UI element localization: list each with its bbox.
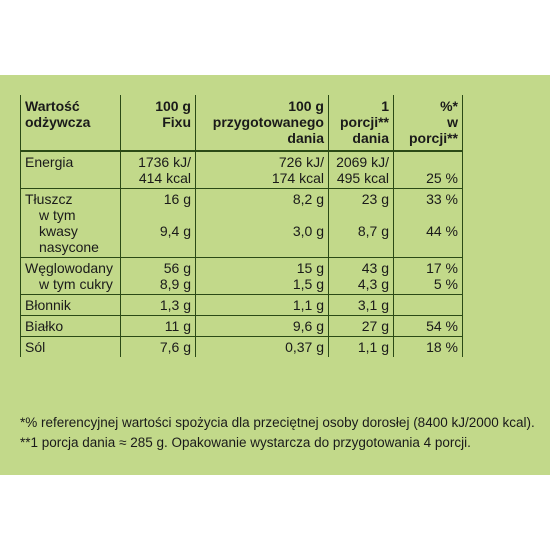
table-row-fibre: Błonnik 1,3 g 1,1 g 3,1 g <box>20 294 463 316</box>
table-row-salt: Sól 7,6 g 0,37 g 1,1 g 18 % <box>20 336 463 357</box>
header-per-100g-dish: 100 g przygotowanego dania <box>195 95 329 152</box>
table-row-fat: Tłuszcz w tym kwasy nasycone 16 g 9,4 g 8… <box>20 188 463 258</box>
header-per-100g-fix: 100 g Fixu <box>120 95 196 152</box>
table-row-energy: Energia 1736 kJ/414 kcal 726 kJ/174 kcal… <box>20 150 463 189</box>
footnotes: *% referencyjnej wartości spożycia dla p… <box>20 413 540 453</box>
row-label: Energia <box>25 154 74 170</box>
nutrition-table: Wartość odżywcza 100 g Fixu 100 g przygo… <box>20 95 463 357</box>
table-row-protein: Białko 11 g 9,6 g 27 g 54 % <box>20 315 463 337</box>
header-per-portion: 1 porcji** dania <box>328 95 394 152</box>
header-nutrient: Wartość odżywcza <box>20 95 121 152</box>
header-percent-ri: %* w porcji** <box>393 95 463 152</box>
table-header-row: Wartość odżywcza 100 g Fixu 100 g przygo… <box>20 95 463 152</box>
footnote-reference-intake: *% referencyjnej wartości spożycia dla p… <box>20 415 535 430</box>
table-row-carbohydrates: Węglowodany w tym cukry 56 g 8,9 g 15 g 1,… <box>20 257 463 295</box>
footnote-portion-size: **1 porcja dania ≈ 285 g. Opakowanie wys… <box>20 435 471 450</box>
